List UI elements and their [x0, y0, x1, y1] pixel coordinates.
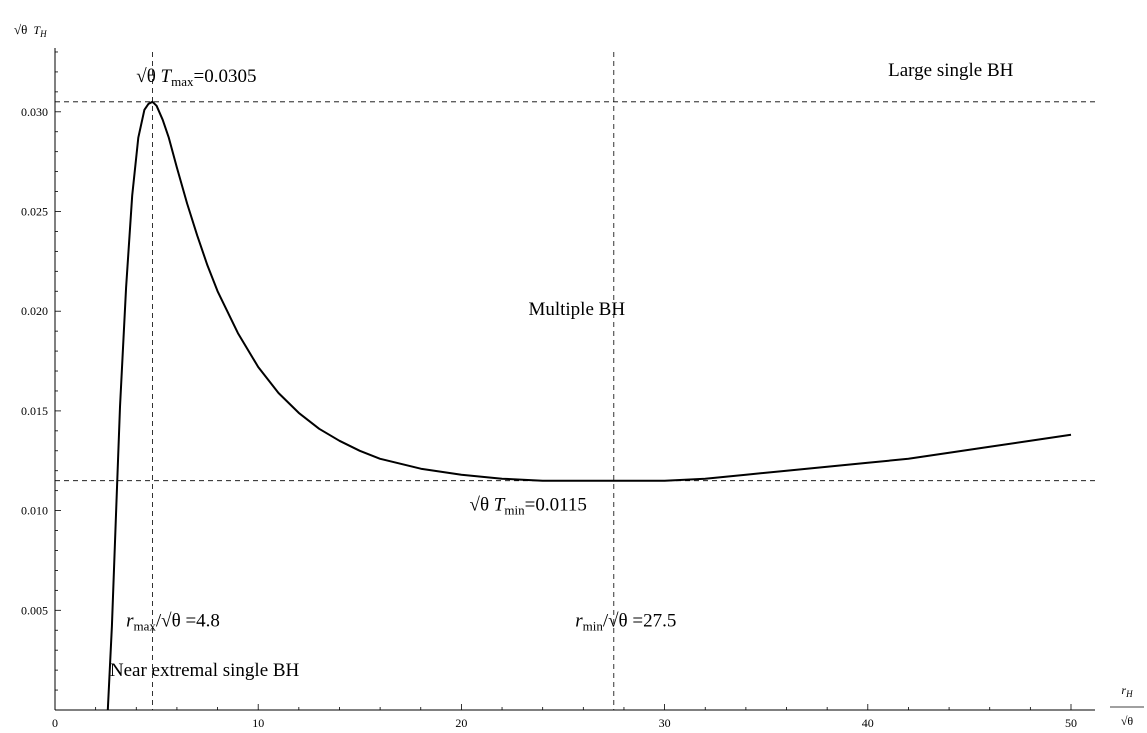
- rmax-annotation: rmax/√θ =4.8: [126, 610, 220, 633]
- series: [106, 100, 1072, 711]
- reference-lines: [55, 52, 1095, 710]
- annotations: √θ Tmax=0.0305 √θ Tmin=0.0115 rmax/√θ =4.8…: [110, 60, 1014, 681]
- x-tick-label: 40: [862, 716, 874, 730]
- x-tick-label: 10: [252, 716, 264, 730]
- x-tick-label: 50: [1065, 716, 1077, 730]
- y-tick-label: 0.025: [21, 205, 48, 219]
- y-tick-label: 0.010: [21, 504, 48, 518]
- y-tick-label: 0.030: [21, 105, 48, 119]
- x-tick-label: 30: [659, 716, 671, 730]
- tmax-annotation: √θ Tmax=0.0305: [136, 66, 256, 89]
- axes: 0 10 20 30 40 50 0.005 0.010 0.015 0.020 0.025 0.03…: [14, 22, 1144, 730]
- x-tick-label: 0: [52, 716, 58, 730]
- x-tick-label: 20: [455, 716, 467, 730]
- y-tick-label: 0.020: [21, 304, 48, 318]
- rmin-annotation: rmin/√θ =27.5: [575, 610, 676, 633]
- x-axis-label-denominator: √θ: [1121, 714, 1134, 728]
- y-tick-label: 0.015: [21, 404, 48, 418]
- series-line: [106, 100, 1072, 711]
- tmin-annotation: √θ Tmin=0.0115: [470, 495, 587, 518]
- y-axis-label: √θ TH: [14, 22, 47, 39]
- large-single-bh-label: Large single BH: [888, 60, 1014, 81]
- multiple-bh-label: Multiple BH: [528, 299, 625, 320]
- x-axis-label-numerator: rH: [1121, 683, 1133, 699]
- near-extremal-bh-label: Near extremal single BH: [110, 660, 300, 681]
- y-tick-label: 0.005: [21, 603, 48, 617]
